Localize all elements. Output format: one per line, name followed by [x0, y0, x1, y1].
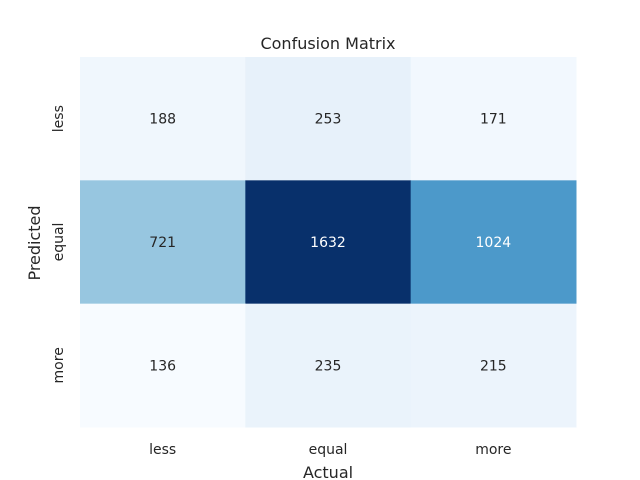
y-tick-label-less: less: [51, 105, 67, 132]
heatmap-cell-less-more: [410, 57, 577, 181]
x-axis-label: Actual: [303, 463, 353, 480]
heatmap-cell-less-less: [80, 57, 246, 181]
heatmap-cell-equal-less: [80, 180, 246, 305]
cell-value-less-less: 188: [149, 112, 176, 128]
cell-value-equal-more: 1024: [476, 235, 512, 251]
y-axis-label: Predicted: [25, 205, 44, 280]
cell-value-less-equal: 253: [315, 112, 342, 128]
cell-value-equal-less: 721: [149, 235, 176, 251]
heatmap-cell-more-more: [410, 303, 577, 428]
heatmap-cells: 188 253 171 721 1632 1024 136 235 215: [80, 57, 577, 428]
chart-title: Confusion Matrix: [260, 34, 395, 53]
cell-value-more-equal: 235: [315, 358, 342, 374]
cell-value-more-more: 215: [480, 358, 507, 374]
y-tick-label-equal: equal: [51, 223, 67, 262]
y-axis-ticks: less equal more: [51, 105, 67, 383]
cell-value-more-less: 136: [149, 358, 176, 374]
x-tick-label-more: more: [475, 442, 511, 458]
y-tick-label-more: more: [51, 347, 67, 383]
heatmap-cell-less-equal: [245, 57, 412, 181]
cell-value-equal-equal: 1632: [310, 235, 346, 251]
x-tick-label-equal: equal: [309, 442, 348, 458]
heatmap-cell-more-equal: [245, 303, 412, 428]
x-tick-label-less: less: [149, 442, 176, 458]
heatmap-cell-equal-equal: [245, 180, 412, 305]
cell-value-less-more: 171: [480, 112, 507, 128]
x-axis-ticks: less equal more: [149, 442, 511, 458]
heatmap-cell-more-less: [80, 303, 246, 428]
heatmap-cell-equal-more: [410, 180, 577, 305]
